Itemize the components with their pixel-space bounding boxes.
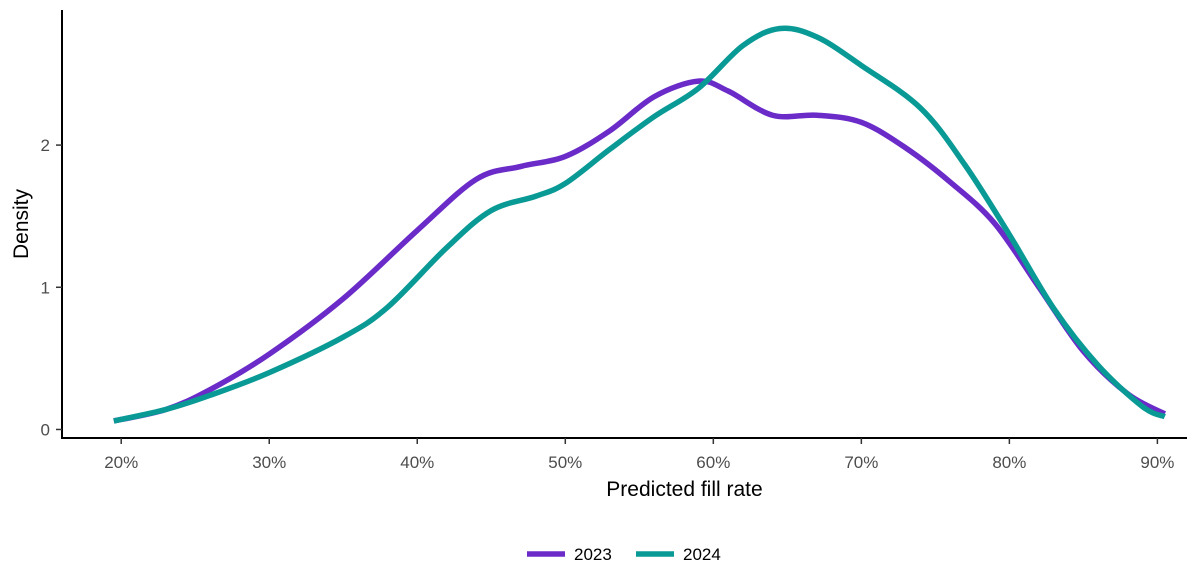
x-tick-label: 50% — [548, 453, 582, 472]
x-tick-label: 20% — [104, 453, 138, 472]
legend: 2023 2024 — [527, 545, 721, 564]
x-tick-label: 70% — [844, 453, 878, 472]
legend-item-2024: 2024 — [636, 545, 721, 564]
x-tick-label: 30% — [252, 453, 286, 472]
series-layer — [113, 25, 1167, 424]
legend-label: 2023 — [574, 545, 612, 564]
x-tick-label: 90% — [1140, 453, 1174, 472]
y-tick-label: 2 — [41, 136, 50, 155]
series-line-2024 — [113, 25, 1166, 424]
axis-layer: 20% 30% 40% 50% 60% 70% 80% 90% 0 1 2 Predicted fil… — [10, 10, 1187, 501]
y-tick-label: 0 — [41, 420, 50, 439]
y-axis-title: Density — [10, 188, 33, 259]
legend-item-2023: 2023 — [527, 545, 612, 564]
series-line-2023 — [113, 78, 1167, 424]
x-tick-label: 40% — [400, 453, 434, 472]
y-tick-label: 1 — [41, 278, 50, 297]
legend-label: 2024 — [683, 545, 721, 564]
x-tick-label: 80% — [992, 453, 1026, 472]
x-tick-label: 60% — [696, 453, 730, 472]
x-axis-title: Predicted fill rate — [606, 478, 762, 501]
